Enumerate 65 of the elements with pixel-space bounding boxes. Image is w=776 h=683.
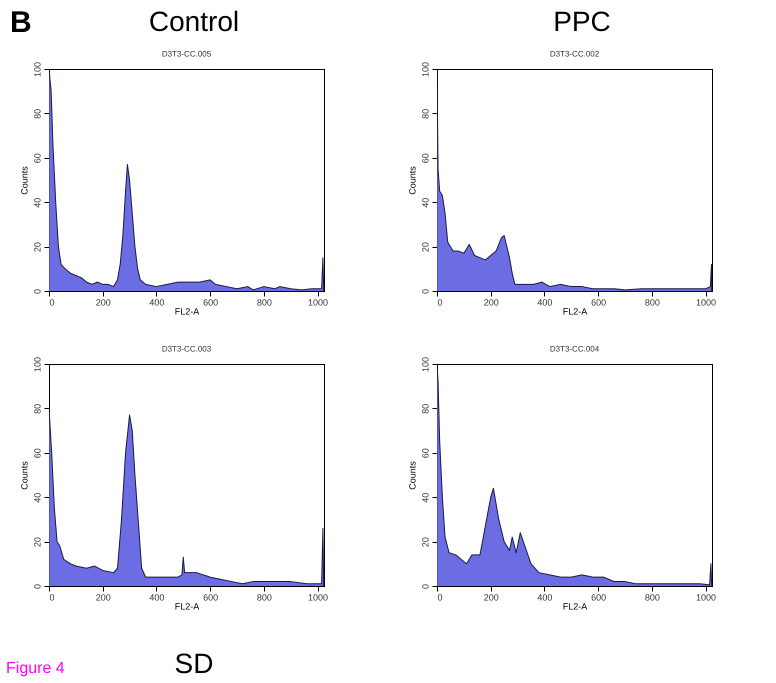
x-tick-label: 600 bbox=[591, 592, 606, 602]
x-tick-label: 800 bbox=[644, 298, 660, 308]
y-tick-label: 40 bbox=[420, 492, 430, 503]
x-tick-label: 1000 bbox=[308, 592, 328, 602]
x-axis-title: FL2-A bbox=[174, 602, 200, 612]
x-tick-label: 200 bbox=[96, 298, 111, 308]
text: B bbox=[10, 6, 32, 40]
x-tick-label: 600 bbox=[591, 298, 606, 308]
x-tick-label: 0 bbox=[438, 592, 443, 602]
y-tick-label: 0 bbox=[420, 288, 430, 294]
y-tick-label: 100 bbox=[32, 62, 42, 78]
x-axis-title: FL2-A bbox=[562, 306, 588, 316]
x-tick-label: 1000 bbox=[696, 592, 716, 602]
x-tick-label: 200 bbox=[484, 298, 499, 308]
y-tick-label: 20 bbox=[32, 537, 42, 548]
y-tick-label: 0 bbox=[420, 584, 430, 590]
x-tick-label: 800 bbox=[256, 298, 272, 308]
y-tick-label: 80 bbox=[32, 108, 42, 119]
x-tick-label: 200 bbox=[484, 592, 499, 602]
y-tick-label: 0 bbox=[32, 288, 42, 294]
x-tick-label: 800 bbox=[256, 592, 272, 602]
y-axis-title: Counts bbox=[20, 166, 30, 195]
x-axis-title: FL2-A bbox=[562, 602, 588, 612]
y-tick-label: 100 bbox=[420, 62, 430, 78]
y-tick-label: 60 bbox=[32, 448, 42, 458]
x-tick-label: 800 bbox=[644, 592, 660, 602]
y-tick-label: 0 bbox=[32, 584, 42, 590]
y-tick-label: 20 bbox=[420, 242, 430, 252]
x-tick-label: 600 bbox=[203, 298, 218, 308]
chart-subtitle: D3T3-CC.002 bbox=[550, 49, 600, 58]
y-tick-label: 100 bbox=[420, 356, 430, 372]
chart-subtitle: D3T3-CC.004 bbox=[550, 344, 600, 354]
y-axis-title: Counts bbox=[408, 166, 418, 195]
y-axis-title: Counts bbox=[408, 460, 418, 490]
x-tick-label: 400 bbox=[537, 592, 552, 602]
text: SD bbox=[174, 648, 214, 679]
y-tick-label: 80 bbox=[32, 404, 42, 414]
x-tick-label: 400 bbox=[149, 298, 164, 308]
y-tick-label: 40 bbox=[420, 198, 430, 208]
y-tick-label: 20 bbox=[32, 242, 42, 252]
y-tick-label: 40 bbox=[32, 198, 42, 208]
x-tick-label: 400 bbox=[149, 592, 164, 602]
y-tick-label: 60 bbox=[32, 153, 42, 164]
x-tick-label: 600 bbox=[203, 592, 218, 602]
y-tick-label: 60 bbox=[420, 448, 430, 458]
chart-subtitle: D3T3-CC.005 bbox=[162, 49, 212, 58]
chart-title: Control bbox=[148, 6, 240, 37]
caption: Figure 4 bbox=[6, 660, 65, 678]
x-tick-label: 0 bbox=[50, 592, 55, 602]
y-tick-label: 60 bbox=[420, 153, 430, 164]
y-tick-label: 40 bbox=[32, 492, 42, 503]
x-axis-title: FL2-A bbox=[174, 306, 200, 316]
x-tick-label: 200 bbox=[96, 592, 111, 602]
y-tick-label: 20 bbox=[420, 537, 430, 548]
y-tick-label: 80 bbox=[420, 404, 430, 414]
chart-subtitle: D3T3-CC.003 bbox=[162, 344, 212, 354]
y-axis-title: Counts bbox=[20, 460, 30, 490]
x-tick-label: 0 bbox=[438, 298, 443, 308]
x-tick-label: 1000 bbox=[696, 298, 716, 308]
x-tick-label: 0 bbox=[50, 298, 55, 308]
y-tick-label: 80 bbox=[420, 108, 430, 119]
chart-title: PPC bbox=[552, 6, 612, 38]
x-tick-label: 400 bbox=[537, 298, 552, 308]
x-tick-label: 1000 bbox=[308, 298, 328, 308]
y-tick-label: 100 bbox=[32, 356, 42, 372]
